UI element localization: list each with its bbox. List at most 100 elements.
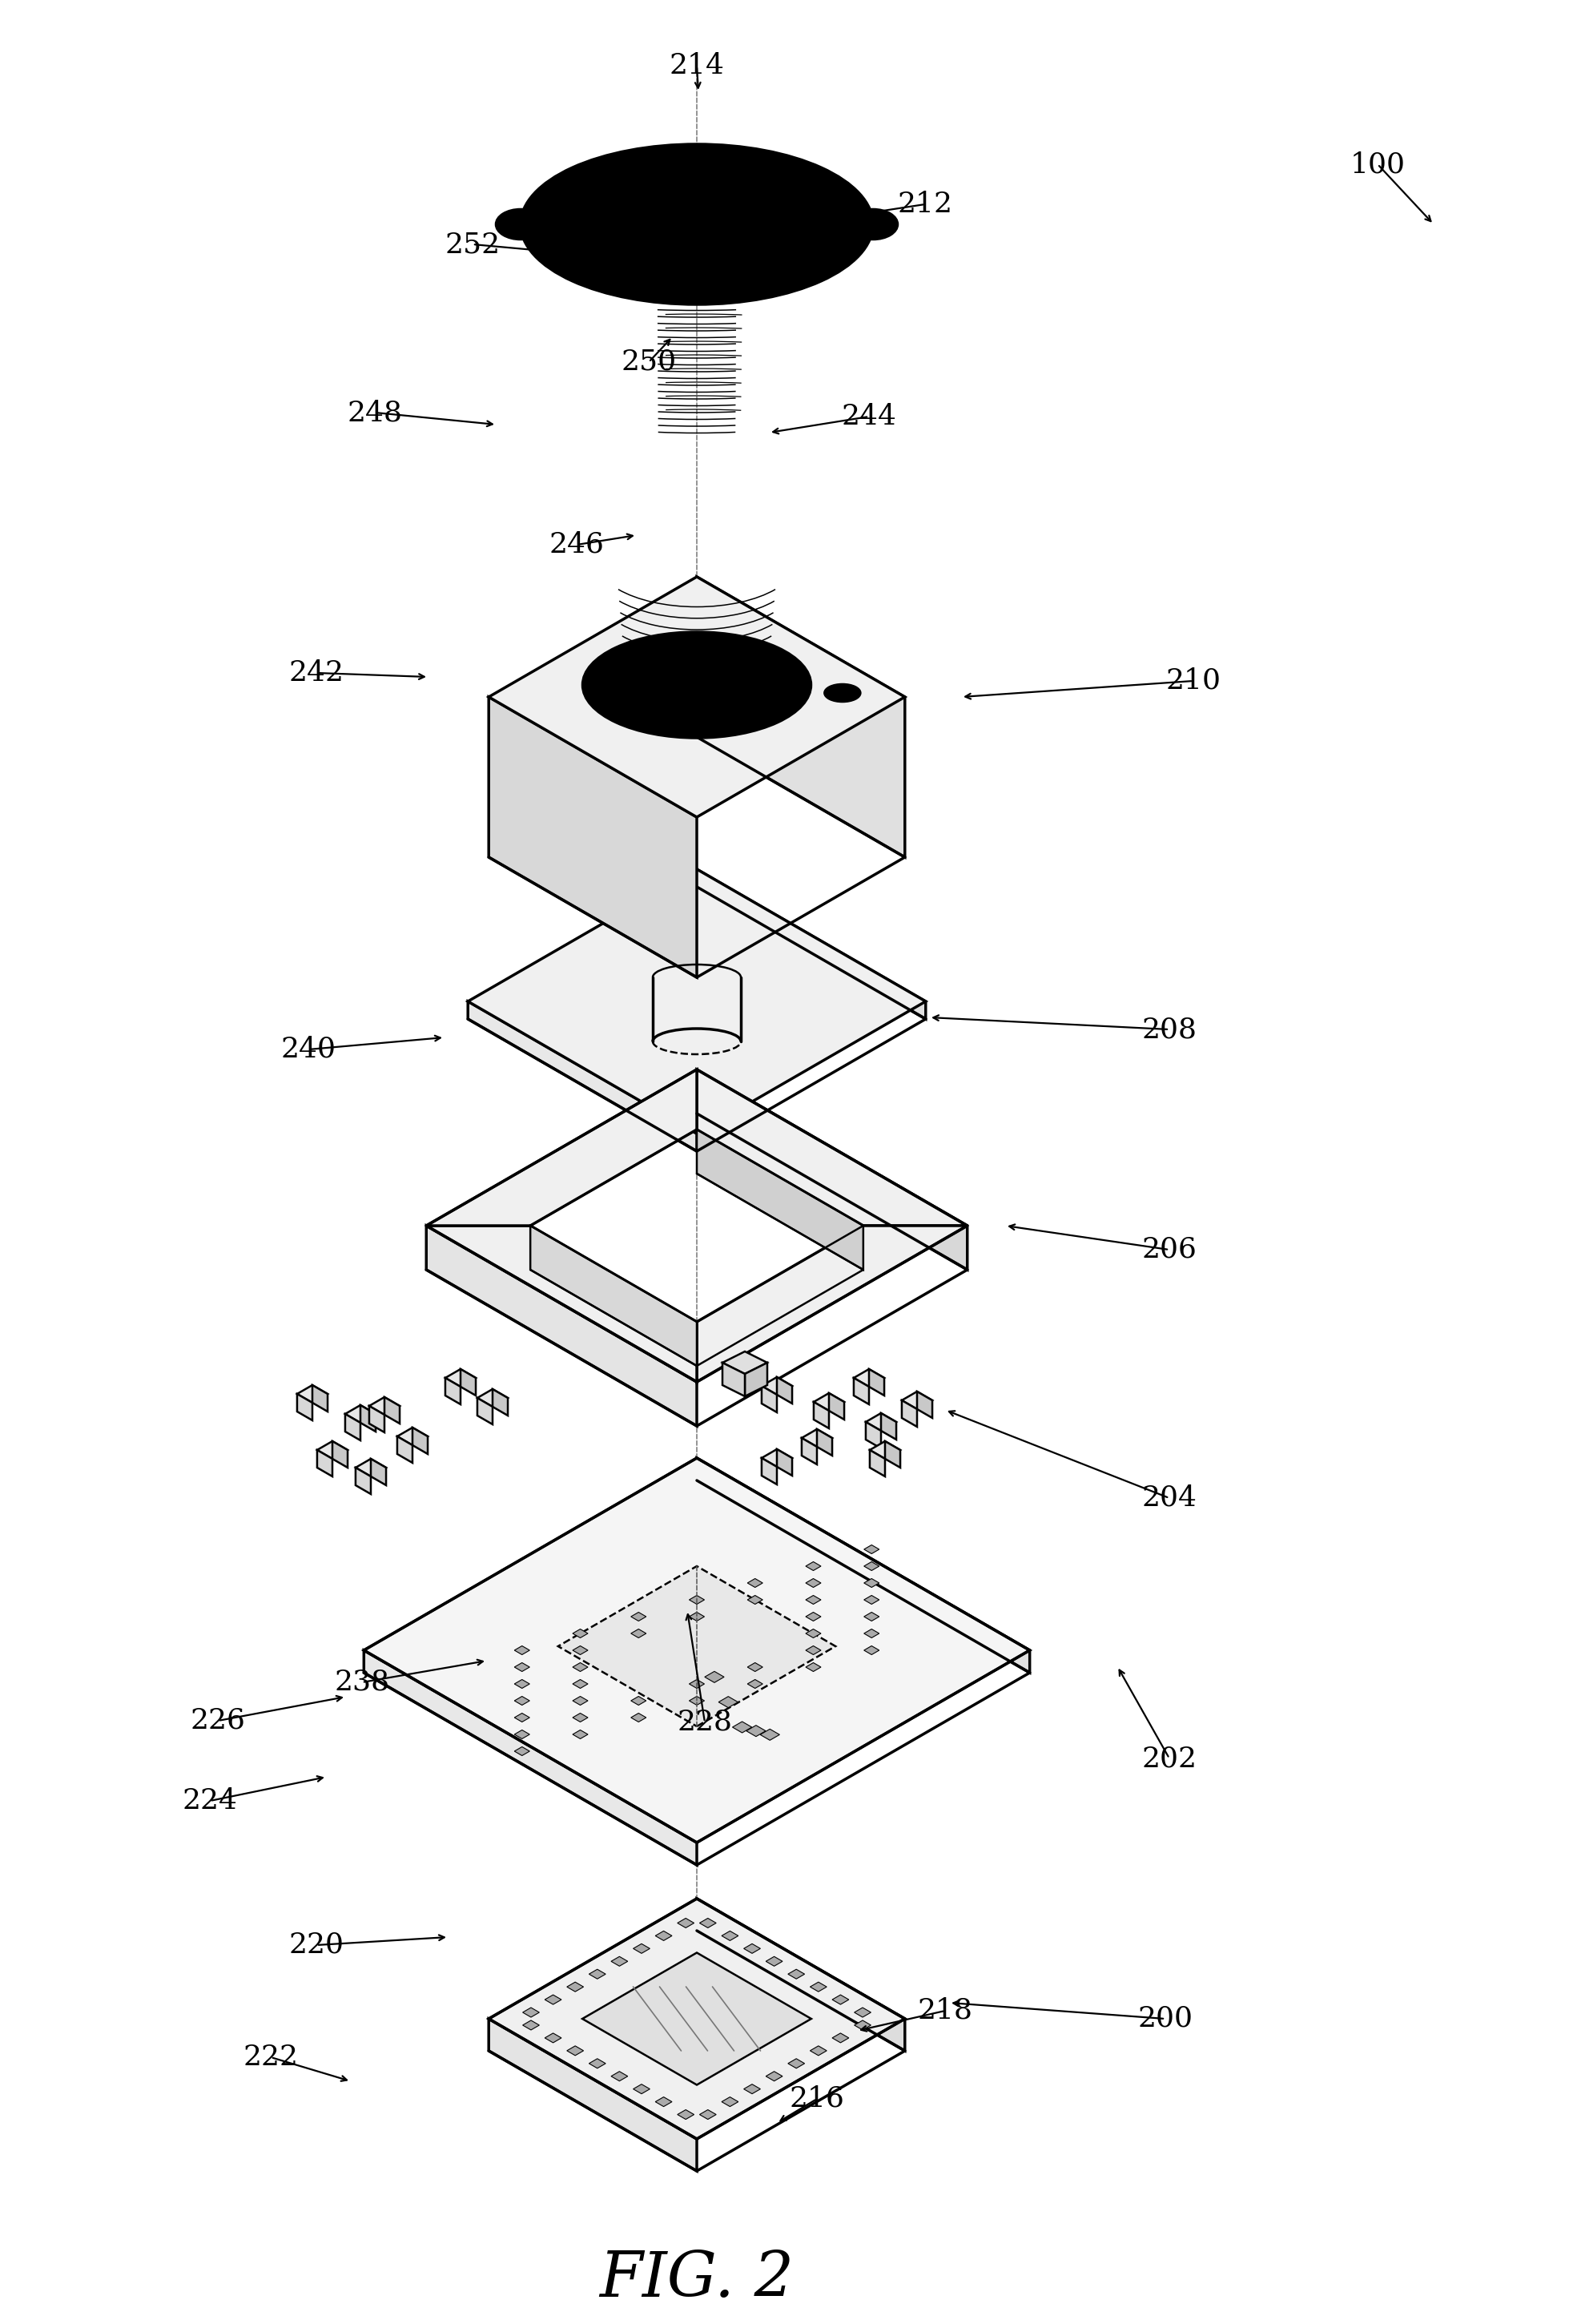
Polygon shape (678, 2110, 693, 2119)
Polygon shape (854, 1369, 885, 1387)
Polygon shape (397, 1427, 428, 1446)
Polygon shape (697, 1899, 905, 2050)
Polygon shape (573, 1729, 588, 1738)
Polygon shape (766, 2071, 783, 2080)
Polygon shape (610, 2071, 628, 2080)
Text: 206: 206 (1142, 1236, 1197, 1264)
Polygon shape (573, 1645, 588, 1655)
Text: FIG. 2: FIG. 2 (599, 2250, 794, 2310)
Polygon shape (364, 1457, 1029, 1843)
Text: 218: 218 (918, 1996, 973, 2024)
Polygon shape (788, 2059, 805, 2068)
Polygon shape (361, 1406, 375, 1432)
Polygon shape (582, 1952, 811, 2085)
Polygon shape (865, 1545, 879, 1555)
Polygon shape (631, 1713, 646, 1722)
Polygon shape (345, 1406, 375, 1422)
Text: 216: 216 (789, 2085, 844, 2113)
Polygon shape (634, 1943, 650, 1954)
Polygon shape (573, 1713, 588, 1722)
Polygon shape (802, 1429, 832, 1448)
Text: 100: 100 (1349, 151, 1406, 179)
Polygon shape (364, 1650, 697, 1864)
Polygon shape (747, 1680, 763, 1687)
Polygon shape (817, 1429, 832, 1455)
Text: 222: 222 (243, 2043, 298, 2071)
Polygon shape (656, 1931, 672, 1941)
Polygon shape (814, 1401, 828, 1429)
Polygon shape (488, 697, 697, 978)
Text: 212: 212 (897, 191, 952, 218)
Polygon shape (573, 1680, 588, 1687)
Polygon shape (697, 869, 926, 1018)
Ellipse shape (676, 216, 717, 232)
Polygon shape (689, 1613, 704, 1622)
Text: 240: 240 (281, 1037, 336, 1062)
Ellipse shape (824, 683, 860, 702)
Text: 252: 252 (446, 230, 501, 258)
Polygon shape (810, 2045, 827, 2054)
Polygon shape (446, 1378, 461, 1404)
Text: 200: 200 (1138, 2006, 1192, 2034)
Polygon shape (777, 1450, 792, 1476)
Polygon shape (761, 1378, 792, 1394)
Polygon shape (902, 1401, 916, 1427)
Polygon shape (515, 1645, 530, 1655)
Polygon shape (697, 1457, 1029, 1673)
Polygon shape (828, 1392, 844, 1420)
Polygon shape (573, 1697, 588, 1706)
Polygon shape (854, 2020, 871, 2029)
Polygon shape (610, 1957, 628, 1966)
Ellipse shape (521, 144, 872, 304)
Polygon shape (515, 1662, 530, 1671)
Polygon shape (312, 1385, 328, 1411)
Polygon shape (865, 1578, 879, 1587)
Polygon shape (656, 2096, 672, 2106)
Polygon shape (869, 1441, 901, 1459)
Polygon shape (413, 1427, 428, 1455)
Polygon shape (788, 1968, 805, 1980)
Polygon shape (588, 2059, 606, 2068)
Polygon shape (317, 1450, 333, 1476)
Polygon shape (697, 1069, 968, 1225)
Polygon shape (719, 1697, 737, 1708)
Text: 226: 226 (190, 1708, 245, 1734)
Ellipse shape (849, 209, 897, 239)
Polygon shape (689, 1697, 704, 1706)
Polygon shape (744, 2085, 761, 2094)
Polygon shape (747, 1594, 763, 1604)
Polygon shape (700, 1917, 715, 1929)
Polygon shape (832, 1994, 849, 2003)
Text: 246: 246 (549, 532, 604, 558)
Polygon shape (530, 1225, 697, 1367)
Polygon shape (689, 1594, 704, 1604)
Polygon shape (515, 1680, 530, 1687)
Polygon shape (814, 1392, 844, 1411)
Polygon shape (759, 1729, 780, 1741)
Polygon shape (493, 1390, 508, 1415)
Polygon shape (588, 1968, 606, 1980)
Text: 204: 204 (1142, 1485, 1197, 1511)
Polygon shape (634, 2085, 650, 2094)
Polygon shape (515, 1713, 530, 1722)
Polygon shape (515, 1697, 530, 1706)
Text: 224: 224 (182, 1787, 237, 1815)
Polygon shape (333, 1441, 348, 1469)
Polygon shape (865, 1594, 879, 1604)
Text: 248: 248 (347, 400, 403, 425)
Polygon shape (697, 576, 905, 858)
Polygon shape (573, 1629, 588, 1638)
Ellipse shape (582, 632, 811, 737)
Polygon shape (722, 1353, 767, 1373)
Polygon shape (446, 1369, 475, 1387)
Polygon shape (697, 1225, 968, 1383)
Polygon shape (806, 1613, 821, 1622)
Polygon shape (468, 1002, 697, 1150)
Polygon shape (427, 1225, 697, 1383)
Text: 250: 250 (621, 349, 676, 376)
Polygon shape (806, 1562, 821, 1571)
Polygon shape (477, 1399, 493, 1425)
Text: 238: 238 (334, 1669, 389, 1697)
Polygon shape (522, 2008, 540, 2017)
Polygon shape (866, 1413, 896, 1432)
